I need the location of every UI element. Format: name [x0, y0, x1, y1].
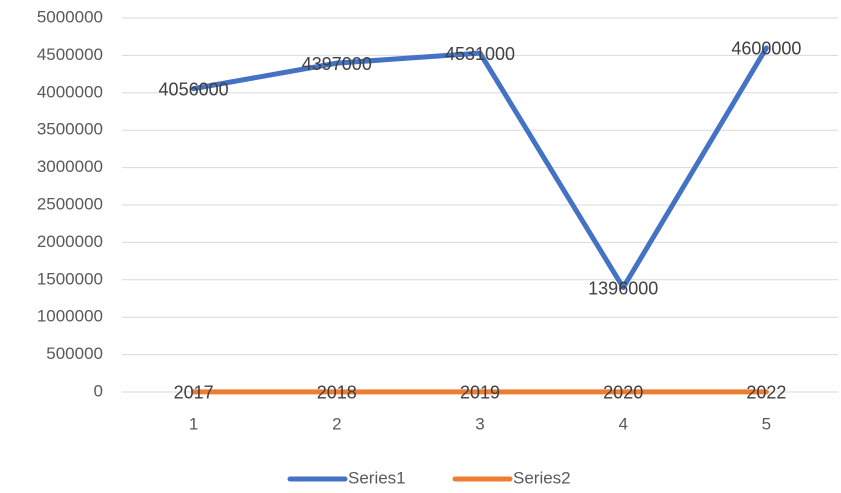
x-tick-label: 4	[618, 414, 627, 433]
data-label: 4397000	[302, 54, 372, 74]
y-tick-label: 1000000	[37, 307, 103, 326]
data-label: 2022	[746, 383, 786, 403]
y-tick-label: 4000000	[37, 82, 103, 101]
data-label: 2018	[317, 383, 357, 403]
y-tick-label: 4500000	[37, 45, 103, 64]
data-label: 2019	[460, 383, 500, 403]
x-tick-label: 1	[189, 414, 198, 433]
data-label: 4531000	[445, 44, 515, 64]
y-tick-label: 5000000	[37, 7, 103, 26]
data-label: 1396000	[588, 278, 658, 298]
y-tick-label: 2500000	[37, 194, 103, 213]
series-line	[191, 45, 769, 291]
legend-label: Series2	[513, 468, 571, 487]
y-tick-label: 3500000	[37, 120, 103, 139]
y-tick-label: 0	[94, 381, 103, 400]
data-label: 2017	[174, 383, 214, 403]
y-tick-label: 3000000	[37, 157, 103, 176]
x-tick-label: 3	[475, 414, 484, 433]
data-label: 4600000	[731, 39, 801, 59]
legend-label: Series1	[348, 468, 406, 487]
y-tick-label: 1500000	[37, 269, 103, 288]
x-tick-label: 5	[762, 414, 771, 433]
x-tick-label: 2	[332, 414, 341, 433]
y-tick-label: 2000000	[37, 232, 103, 251]
data-label: 2020	[603, 383, 643, 403]
data-label: 4056000	[159, 79, 229, 99]
y-tick-label: 500000	[46, 344, 103, 363]
